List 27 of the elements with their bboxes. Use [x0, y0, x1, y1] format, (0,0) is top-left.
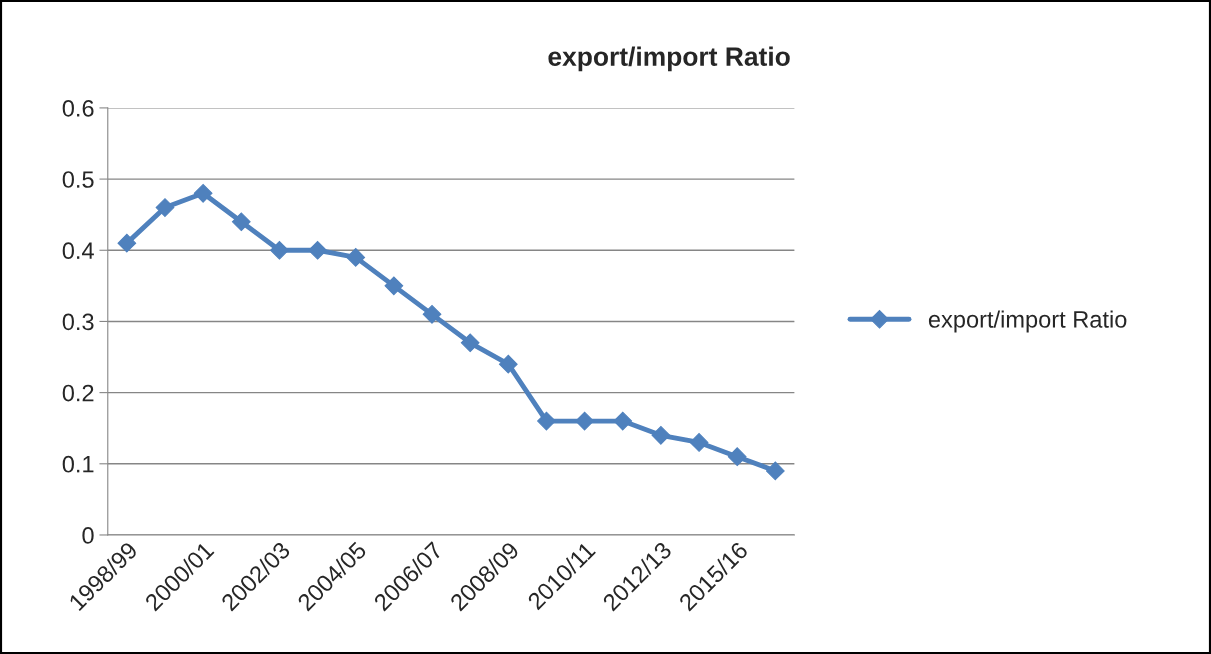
- y-tick-label: 0.5: [62, 171, 94, 188]
- y-tick-label: 0.6: [62, 99, 94, 117]
- point: [422, 304, 442, 324]
- point: [651, 425, 671, 445]
- point: [193, 183, 213, 203]
- point: [537, 411, 556, 431]
- point: [575, 411, 594, 431]
- point: [270, 240, 289, 260]
- y-tick-label: 0.4: [62, 242, 94, 260]
- point: [384, 276, 404, 296]
- y-tick-label: 0.1: [62, 455, 94, 473]
- point: [727, 447, 747, 467]
- point: [308, 240, 327, 260]
- point: [346, 248, 366, 267]
- chart-title: export/import Ratio: [548, 46, 790, 72]
- point: [231, 212, 251, 232]
- y-tick-label: 0.3: [62, 313, 94, 331]
- point: [765, 461, 785, 481]
- point: [613, 411, 633, 431]
- y-tick-label: 0.2: [62, 384, 94, 402]
- point: [498, 354, 518, 374]
- point: [117, 233, 137, 253]
- legend-label: export/import Ratio: [928, 310, 1127, 333]
- point: [155, 198, 175, 217]
- point: [460, 333, 480, 353]
- point: [689, 433, 709, 452]
- y-tick-label: 0: [82, 527, 94, 544]
